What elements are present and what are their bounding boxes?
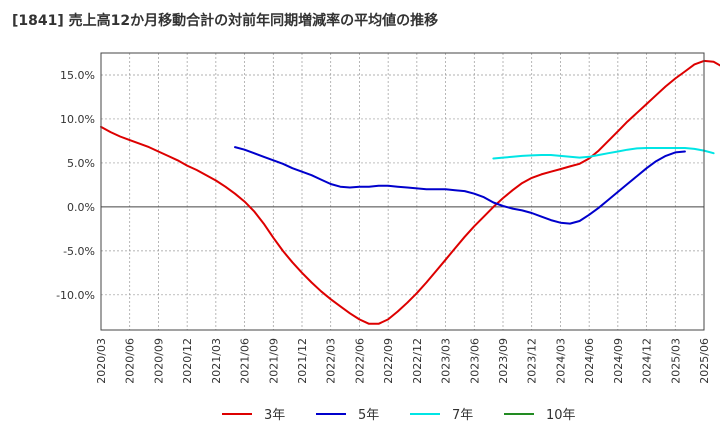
x-tick-label: 2020/03	[95, 338, 108, 384]
x-tick-label: 2023/03	[440, 338, 453, 384]
x-tick-label: 2024/06	[583, 338, 596, 384]
plot-area	[101, 53, 704, 330]
plot-frame	[100, 52, 705, 331]
series-line-3年	[100, 59, 720, 325]
x-tick-label: 2024/12	[641, 338, 654, 384]
x-tick-label: 2025/03	[669, 338, 682, 384]
x-tick-label: 2025/06	[698, 338, 711, 384]
x-tick-label: 2023/12	[526, 338, 539, 384]
x-tick-label: 2022/03	[325, 338, 338, 384]
legend: 3年 5年 7年 10年	[222, 408, 576, 423]
x-tick-label: 2021/12	[296, 338, 309, 384]
x-tick-label: 2024/03	[554, 338, 567, 384]
x-tick-label: 2020/12	[181, 338, 194, 384]
x-tick-label: 2023/06	[468, 338, 481, 384]
legend-label: 5年	[358, 408, 379, 423]
x-tick-label: 2021/03	[210, 338, 223, 384]
y-tick-label: 15.0%	[60, 69, 95, 82]
y-tick-label: 10.0%	[60, 113, 95, 126]
chart-title: [1841] 売上高12か月移動合計の対前年同期増減率の平均値の推移	[12, 13, 439, 29]
x-tick-label: 2022/06	[353, 338, 366, 384]
x-tick-label: 2024/09	[612, 338, 625, 384]
series-line-7年	[492, 147, 715, 160]
x-tick-label: 2023/09	[497, 338, 510, 384]
series-line-5年	[234, 146, 686, 225]
x-tick-label: 2021/09	[267, 338, 280, 384]
y-tick-label: -5.0%	[63, 245, 95, 258]
series-lines	[100, 59, 720, 325]
grid-lines	[101, 53, 704, 330]
legend-label: 3年	[264, 408, 285, 423]
x-tick-label: 2020/09	[152, 338, 165, 384]
x-axis-ticks: 2020/03 2020/06 2020/09 2020/12 2021/03 2021/…	[95, 338, 711, 384]
x-tick-label: 2021/06	[239, 338, 252, 384]
y-tick-label: -10.0%	[56, 289, 95, 302]
x-tick-label: 2022/12	[411, 338, 424, 384]
x-tick-label: 2022/09	[382, 338, 395, 384]
y-tick-label: 0.0%	[67, 201, 95, 214]
legend-label: 7年	[452, 408, 473, 423]
y-tick-label: 5.0%	[67, 157, 95, 170]
legend-label: 10年	[546, 408, 576, 423]
x-tick-label: 2020/06	[124, 338, 137, 384]
y-axis-ticks: 15.0% 10.0% 5.0% 0.0% -5.0% -10.0%	[56, 69, 95, 302]
